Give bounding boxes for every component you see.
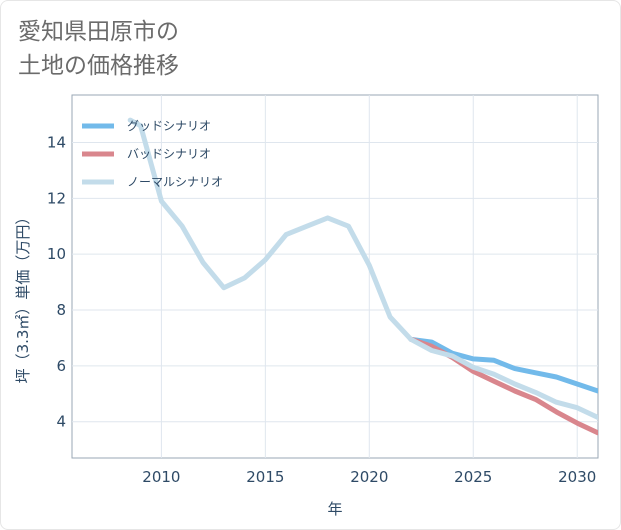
x-tick-label: 2030 xyxy=(558,468,596,486)
x-axis-label: 年 xyxy=(327,500,342,518)
y-tick-label: 4 xyxy=(56,413,66,431)
legend-label-normal: ノーマルシナリオ xyxy=(127,175,223,189)
y-tick-label: 8 xyxy=(56,301,66,319)
y-tick-label: 14 xyxy=(47,133,66,151)
chart-title-line2: 土地の価格推移 xyxy=(18,53,179,79)
plot-frame xyxy=(71,94,599,459)
series-line-normal xyxy=(127,117,598,420)
chart-title: 愛知県田原市の 土地の価格推移 xyxy=(18,15,179,83)
y-tick-label: 12 xyxy=(47,189,66,207)
x-tick-label: 2025 xyxy=(454,468,492,486)
series-line-good xyxy=(408,336,598,394)
x-tick-label: 2020 xyxy=(350,468,388,486)
y-tick-label: 10 xyxy=(47,245,66,263)
y-tick-label: 6 xyxy=(56,357,66,375)
legend-label-good: グッドシナリオ xyxy=(127,119,211,133)
legend-label-bad: バッドシナリオ xyxy=(127,147,211,161)
x-tick-label: 2010 xyxy=(142,468,180,486)
x-tick-label: 2015 xyxy=(246,468,284,486)
y-axis-label: 坪（3.3㎡）単価（万円） xyxy=(14,210,32,384)
chart-title-line1: 愛知県田原市の xyxy=(18,19,179,45)
